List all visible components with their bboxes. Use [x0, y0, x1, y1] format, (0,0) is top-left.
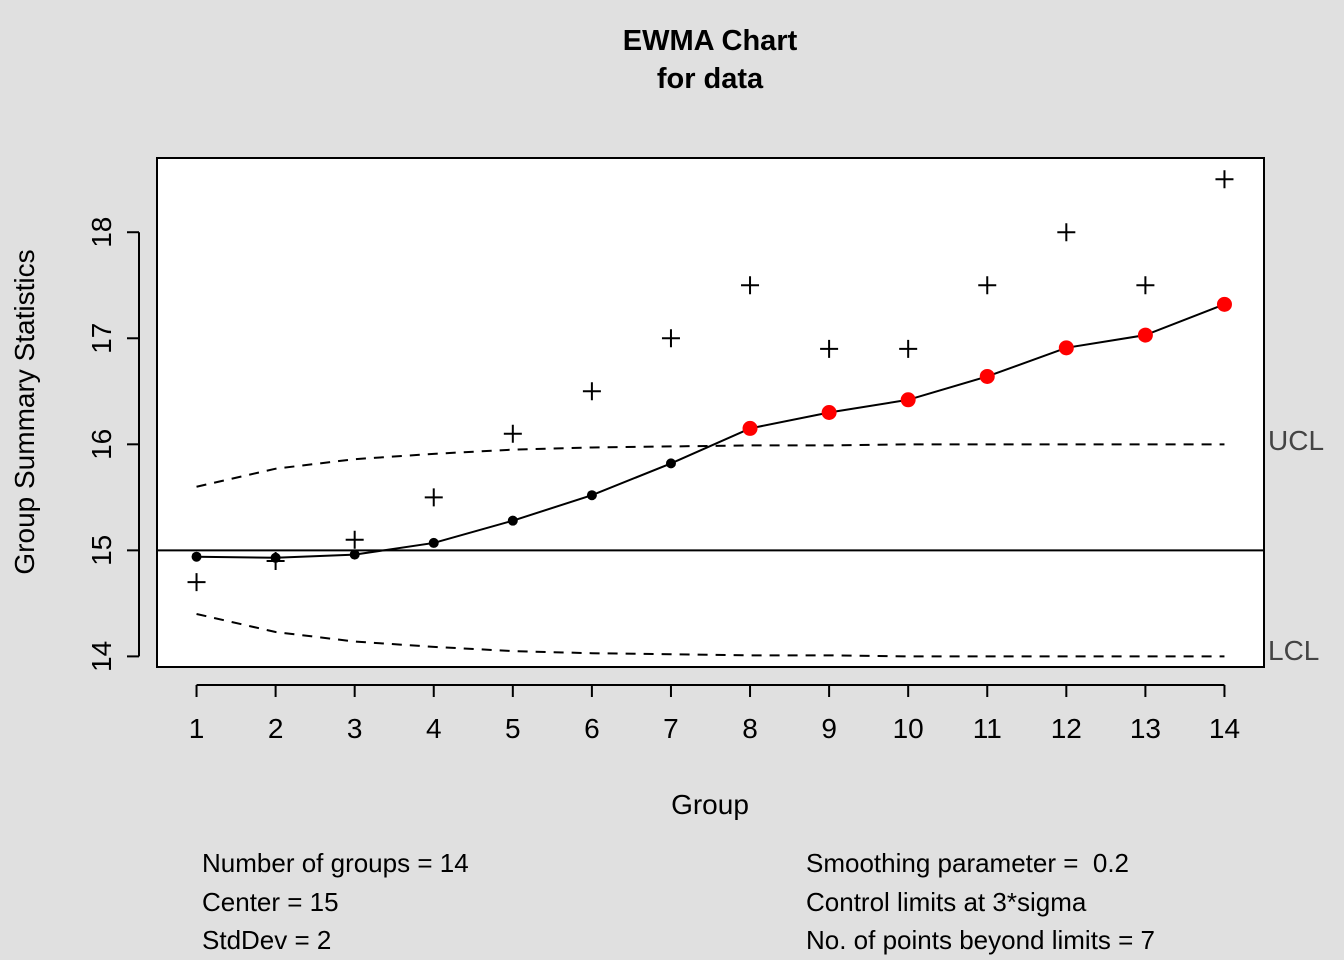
y-tick-label: 15 — [86, 535, 117, 566]
x-tick-label: 12 — [1051, 713, 1082, 744]
group-statistic-marker — [187, 573, 206, 592]
x-tick-label: 13 — [1130, 713, 1161, 744]
x-tick-label: 1 — [189, 713, 205, 744]
ewma-point-beyond-limits — [1216, 296, 1232, 312]
x-axis: 1 2 3 4 5 6 7 8 9 10 11 12 13 14 — [189, 684, 1240, 744]
ewma-point — [665, 458, 676, 469]
y-axis: 14 15 16 17 18 — [86, 217, 140, 672]
chart-subtitle: for data — [657, 63, 764, 95]
group-statistic-marker — [1057, 223, 1076, 242]
stat-points-beyond-limits: No. of points beyond limits = 7 — [806, 925, 1155, 955]
ewma-point — [349, 549, 360, 560]
stat-center: Center = 15 — [202, 887, 339, 917]
ewma-point — [507, 515, 518, 526]
y-tick-label: 18 — [86, 217, 117, 248]
ewma-point — [428, 537, 439, 548]
ewma-point-beyond-limits — [1137, 327, 1153, 343]
ewma-point-beyond-limits — [821, 405, 837, 420]
plot-area — [157, 158, 1264, 667]
y-tick-label: 17 — [86, 323, 117, 354]
stat-number-of-groups: Number of groups = 14 — [202, 848, 469, 878]
ewma-point-beyond-limits — [979, 368, 995, 384]
plot-frame — [156, 157, 1265, 668]
x-tick-label: 10 — [893, 713, 924, 744]
group-statistic-marker — [424, 488, 443, 507]
ewma-point-beyond-limits — [1058, 340, 1074, 356]
y-axis-title: Group Summary Statistics — [9, 249, 40, 574]
x-tick-label: 8 — [742, 713, 758, 744]
group-statistics-points — [187, 170, 1234, 592]
group-statistic-marker — [345, 530, 364, 549]
ewma-point — [191, 551, 202, 562]
ewma-point-beyond-limits — [900, 392, 916, 408]
ewma-point — [586, 490, 597, 501]
group-statistic-marker — [899, 339, 918, 358]
ewma-series — [191, 296, 1232, 563]
group-statistic-marker — [741, 276, 760, 295]
x-tick-label: 11 — [973, 713, 1002, 744]
lcl-label: LCL — [1268, 635, 1319, 666]
group-statistic-marker — [503, 424, 522, 443]
x-tick-label: 14 — [1209, 713, 1240, 744]
x-tick-label: 4 — [426, 713, 442, 744]
group-statistic-marker — [661, 329, 680, 348]
x-tick-label: 2 — [268, 713, 284, 744]
stat-stddev: StdDev = 2 — [202, 925, 331, 955]
group-statistic-marker — [1215, 170, 1234, 189]
x-tick-label: 3 — [347, 713, 363, 744]
group-statistic-marker — [1136, 276, 1155, 295]
x-tick-label: 6 — [584, 713, 600, 744]
ewma-point — [270, 552, 281, 563]
x-axis-title: Group — [671, 789, 749, 820]
y-tick-label: 14 — [86, 641, 117, 672]
group-statistic-marker — [820, 339, 839, 358]
ewma-line — [196, 303, 1225, 559]
x-tick-label: 5 — [505, 713, 521, 744]
stat-control-limits: Control limits at 3*sigma — [806, 887, 1087, 917]
group-statistic-marker — [582, 382, 601, 401]
x-tick-label: 7 — [663, 713, 679, 744]
stat-smoothing-parameter: Smoothing parameter = 0.2 — [806, 848, 1129, 878]
ucl-label: UCL — [1268, 425, 1324, 456]
y-tick-label: 16 — [86, 429, 117, 460]
group-statistic-marker — [978, 276, 997, 295]
ewma-point-beyond-limits — [742, 420, 758, 436]
x-tick-label: 9 — [821, 713, 837, 744]
chart-title: EWMA Chart — [623, 25, 798, 57]
